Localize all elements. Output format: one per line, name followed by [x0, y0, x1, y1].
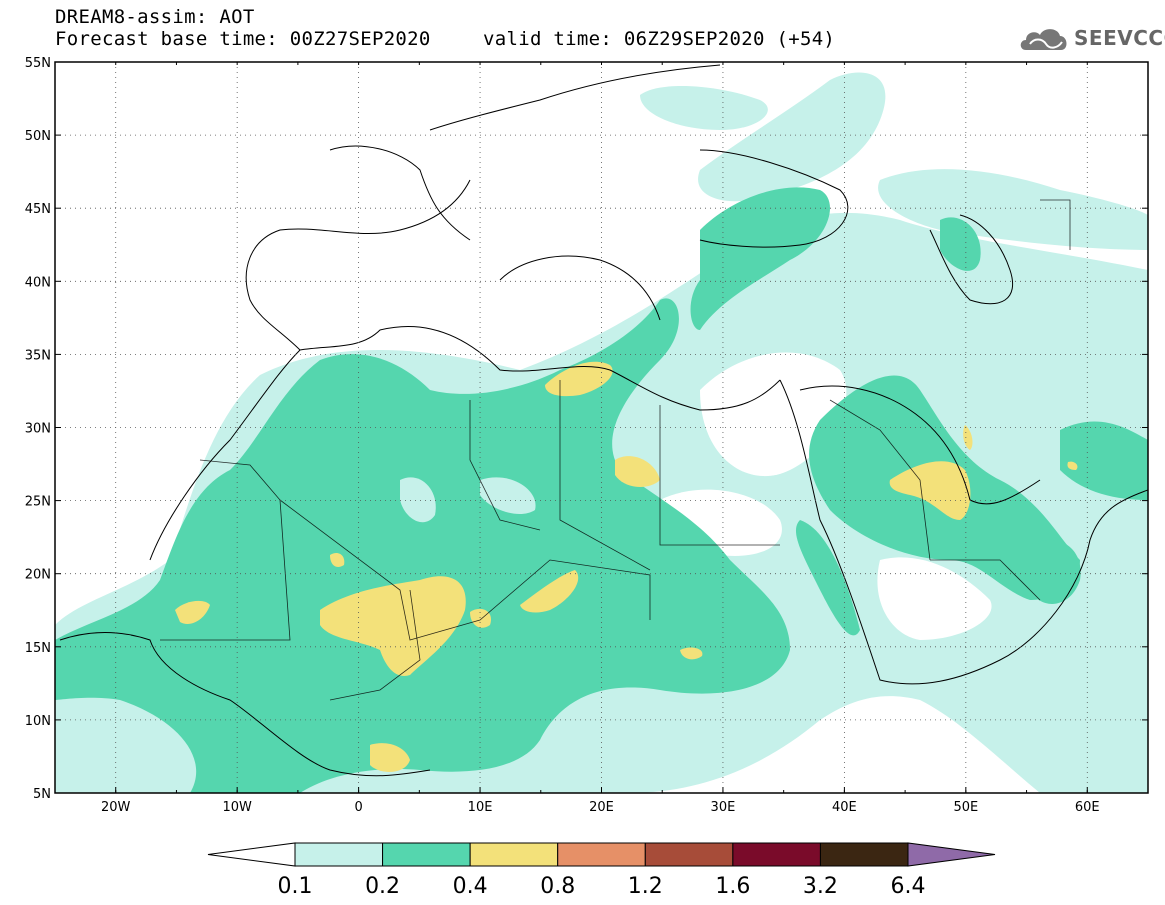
- lat-tick-label: 15N: [25, 641, 51, 656]
- colorbar-label: 6.4: [891, 874, 926, 899]
- lat-tick-label: 45N: [25, 202, 51, 217]
- colorbar-segment: [557, 842, 646, 867]
- colorbar-segment: [469, 842, 559, 867]
- valid-time: valid time: 06Z29SEP2020 (+54): [483, 28, 836, 50]
- colorbar-label: 0.8: [540, 874, 575, 899]
- lat-tick-label: 25N: [25, 495, 51, 510]
- lon-tick-label: 10E: [468, 800, 493, 815]
- colorbar-label: 3.2: [803, 874, 838, 899]
- lon-tick-label: 50E: [953, 800, 978, 815]
- lat-tick-label: 35N: [25, 348, 51, 363]
- seevccc-logo: SEEVCCC: [1018, 24, 1165, 52]
- colorbar-segment: [732, 842, 821, 867]
- colorbar-segment: [382, 842, 471, 867]
- cloud-icon: [1020, 29, 1067, 50]
- logo-text: SEEVCCC: [1074, 26, 1165, 50]
- colorbar-label: 0.2: [365, 874, 400, 899]
- lon-tick-label: 20W: [101, 800, 131, 815]
- lon-tick-label: 40E: [832, 800, 857, 815]
- colorbar-label: 1.2: [628, 874, 663, 899]
- lon-tick-label: 0: [354, 800, 362, 815]
- colorbar-segment: [819, 842, 909, 867]
- lat-tick-label: 50N: [25, 129, 51, 144]
- latitude-axis: 55N 50N 45N 40N 35N 30N 25N 20N 15N 10N 5N: [25, 56, 1148, 802]
- longitude-axis: 20W 10W 0 10E 20E 30E 40E 50E 60E: [54, 62, 1149, 815]
- map-title: DREAM8-assim: AOT: [55, 6, 255, 28]
- graticule: [55, 62, 1148, 793]
- colorbar-label: 0.1: [278, 874, 313, 899]
- colorbar-label: 1.6: [715, 874, 750, 899]
- forecast-base-time: Forecast base time: 00Z27SEP2020: [55, 28, 431, 50]
- lat-tick-label: 55N: [25, 56, 51, 71]
- colorbar-under-triangle: [207, 842, 296, 867]
- colorbar: 0.1 0.2 0.4 0.8 1.2 1.6 3.2 6.4: [207, 842, 996, 899]
- colorbar-segment: [294, 842, 384, 867]
- lat-tick-label: 5N: [33, 787, 51, 802]
- lat-tick-label: 20N: [25, 568, 51, 583]
- colorbar-label: 0.4: [453, 874, 488, 899]
- lon-tick-label: 20E: [589, 800, 614, 815]
- lat-tick-label: 30N: [25, 422, 51, 437]
- borders: [160, 199, 1071, 701]
- colorbar-over-triangle: [907, 842, 996, 867]
- lat-tick-label: 40N: [25, 275, 51, 290]
- lat-tick-label: 10N: [25, 714, 51, 729]
- colorbar-segment: [644, 842, 734, 867]
- lon-tick-label: 30E: [711, 800, 736, 815]
- lon-tick-label: 10W: [222, 800, 252, 815]
- aot-band-0-4: [175, 361, 1078, 772]
- lon-tick-label: 60E: [1075, 800, 1100, 815]
